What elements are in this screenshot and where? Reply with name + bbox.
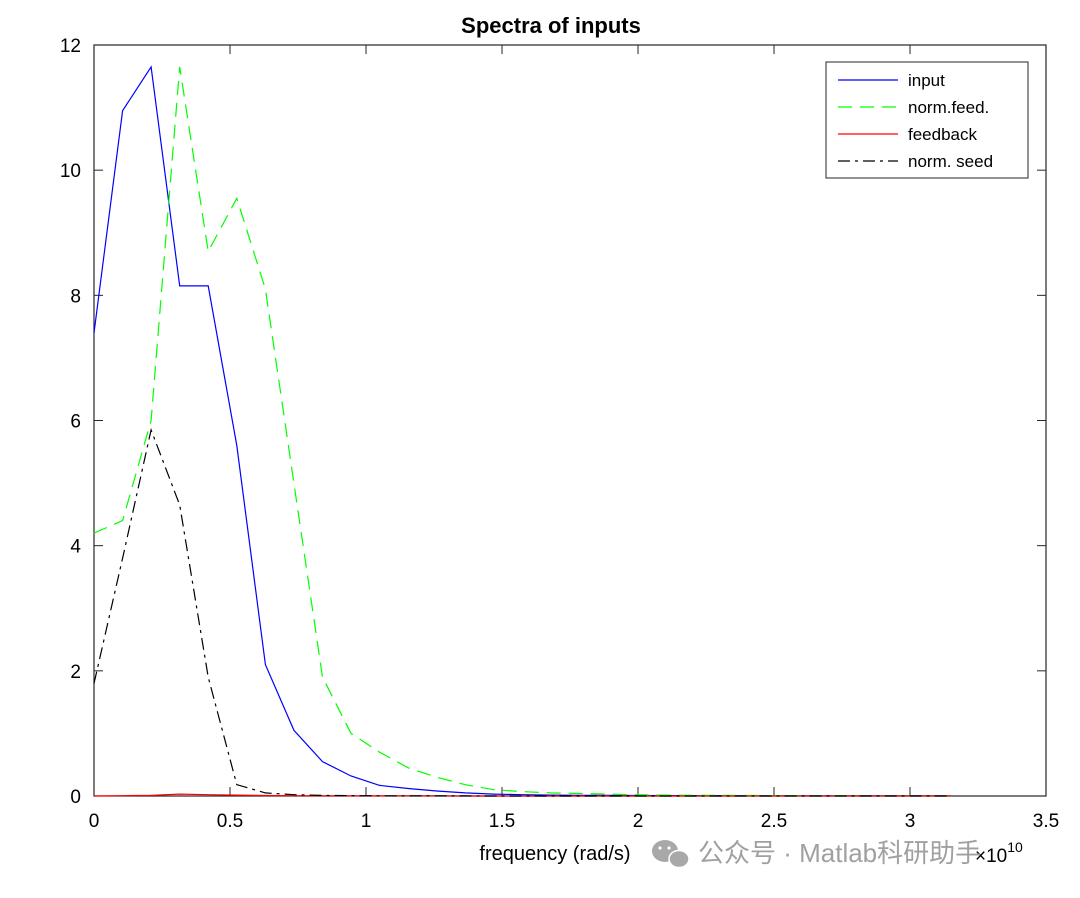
- y-tick-label: 8: [70, 286, 81, 307]
- y-tick-label: 0: [70, 787, 81, 808]
- x-exponent-label: ×1010: [975, 839, 1023, 867]
- x-tick-label: 2: [633, 811, 644, 832]
- legend: input norm.feed. feedback norm. seed: [825, 61, 1029, 179]
- y-tick-label: 4: [70, 537, 81, 558]
- legend-entry: feedback: [908, 125, 977, 144]
- legend-entry: input: [908, 71, 945, 90]
- wechat-icon: [652, 840, 690, 869]
- y-tick-label: 2: [70, 662, 81, 683]
- series-line-norm-feed: [93, 66, 951, 797]
- x-tick-label: 1.5: [489, 811, 515, 832]
- legend-box: [825, 61, 1029, 179]
- x-axis-label: frequency (rad/s): [479, 843, 630, 865]
- series-lines: [93, 65, 951, 797]
- legend-entry: norm. seed: [908, 152, 993, 171]
- x-axis: 0 0.5 1 1.5 2 2.5 3 3.5: [89, 45, 1059, 832]
- x-tick-label: 0: [89, 811, 100, 832]
- y-axis: 0 2 4 6 8 10 12: [60, 36, 1046, 808]
- series-line-input: [93, 65, 951, 797]
- legend-entry: norm.feed.: [908, 98, 989, 117]
- watermark-text: 公众号 · Matlab科研助手: [698, 838, 981, 868]
- y-tick-label: 6: [70, 412, 81, 433]
- series-line-feedback: [93, 793, 951, 797]
- x-exponent-power: 10: [1007, 839, 1023, 855]
- series-line-norm-seed: [93, 427, 951, 797]
- watermark: 公众号 · Matlab科研助手: [652, 838, 981, 869]
- y-tick-label: 12: [60, 36, 81, 57]
- y-tick-label: 10: [60, 161, 81, 182]
- x-tick-label: 2.5: [761, 811, 787, 832]
- x-tick-label: 1: [361, 811, 372, 832]
- x-tick-label: 3.5: [1033, 811, 1059, 832]
- chart-title: Spectra of inputs: [461, 13, 641, 38]
- x-tick-label: 3: [905, 811, 916, 832]
- x-tick-label: 0.5: [217, 811, 243, 832]
- x-exponent-base: ×10: [975, 846, 1007, 867]
